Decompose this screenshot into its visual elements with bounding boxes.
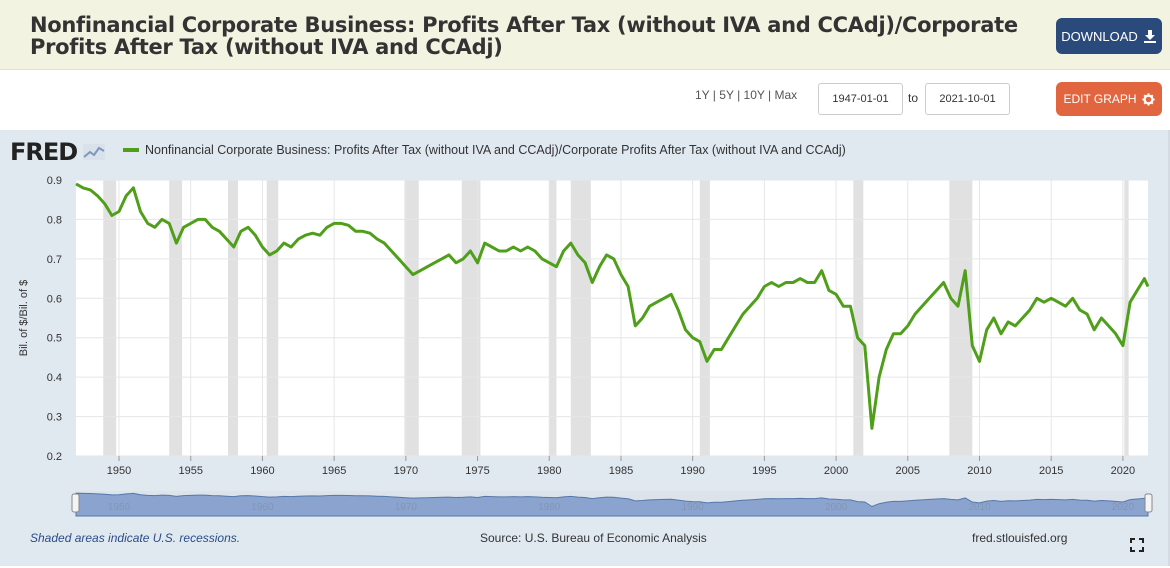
fred-logo: FRED [10, 138, 106, 166]
recession-band [266, 180, 279, 456]
download-button[interactable]: DOWNLOAD [1056, 18, 1162, 54]
range-slider-tick-label: 1950 [108, 502, 131, 513]
site-link[interactable]: fred.stlouisfed.org [972, 531, 1068, 545]
legend: Nonfinancial Corporate Business: Profits… [123, 143, 846, 157]
source-text: Source: U.S. Bureau of Economic Analysis [480, 531, 707, 545]
legend-label: Nonfinancial Corporate Business: Profits… [145, 143, 846, 157]
x-tick-label: 1970 [394, 465, 418, 477]
y-tick-label: 0.6 [47, 293, 62, 305]
fred-logo-text: FRED [10, 138, 78, 166]
recession-band [570, 180, 591, 456]
range-slider-ticks: 1950 1960 1970 1980 1990 2000 2010 2020 [108, 502, 1135, 513]
series-line [75, 182, 1150, 430]
x-tick-label: 1995 [752, 465, 776, 477]
edit-graph-label: EDIT GRAPH [1063, 92, 1137, 106]
to-label: to [908, 91, 919, 105]
range-slider-tick-label: 2020 [1112, 502, 1135, 513]
range-slider-left-handle[interactable] [71, 493, 80, 513]
x-tick-label: 1985 [609, 465, 633, 477]
start-date-input[interactable]: 1947-01-01 [818, 83, 903, 115]
range-slider-tick-label: 2000 [825, 502, 848, 513]
x-tick-label: 1950 [107, 465, 131, 477]
range-max[interactable]: Max [774, 88, 798, 102]
chart-mark-icon [82, 144, 105, 160]
y-tick-label: 0.5 [47, 333, 62, 345]
recession-band [699, 180, 710, 456]
x-tick-label: 1990 [680, 465, 704, 477]
y-tick-label: 0.9 [47, 175, 62, 187]
y-tick-label: 0.8 [47, 214, 62, 226]
recession-note: Shaded areas indicate U.S. recessions. [30, 531, 241, 545]
range-slider-tick-label: 1990 [682, 502, 705, 513]
x-tick-label: 1955 [178, 465, 202, 477]
y-tick-label: 0.4 [47, 372, 62, 384]
x-tick-label: 1980 [537, 465, 561, 477]
x-tick-label: 2020 [1111, 465, 1135, 477]
y-axis-ticks: 0.9 0.8 0.7 0.6 0.5 0.4 0.3 0.2 [47, 175, 62, 463]
gridlines [76, 179, 1148, 457]
range-slider-right-handle[interactable] [1144, 493, 1153, 513]
x-axis-ticks: 1950 1955 1960 1965 1970 1975 1980 1985 1990 1995… [107, 456, 1135, 477]
recession-band [853, 180, 864, 456]
range-5y[interactable]: 5Y [719, 88, 734, 102]
end-date-input[interactable]: 2021-10-01 [925, 83, 1010, 115]
range-slider-preview [75, 492, 1149, 517]
download-label: DOWNLOAD [1061, 28, 1138, 44]
y-tick-label: 0.7 [47, 254, 62, 266]
x-tick-label: 1960 [250, 465, 274, 477]
x-tick-label: 2015 [1039, 465, 1063, 477]
range-links: 1Y | 5Y | 10Y | Max [695, 88, 798, 102]
graph-controls: 1Y | 5Y | 10Y | Max 1947-01-01 to 2021-1… [0, 70, 1170, 130]
recession-band [228, 180, 239, 456]
range-10y[interactable]: 10Y [743, 88, 765, 102]
range-slider-tick-label: 1970 [395, 502, 418, 513]
recession-band [461, 180, 481, 456]
download-icon [1143, 30, 1156, 43]
x-tick-label: 2000 [824, 465, 848, 477]
x-tick-label: 1975 [465, 465, 489, 477]
recession-band [549, 180, 557, 456]
gear-icon [1142, 92, 1155, 106]
x-tick-label: 1965 [322, 465, 346, 477]
title-bar: Nonfinancial Corporate Business: Profits… [0, 0, 1170, 70]
range-1y[interactable]: 1Y [695, 88, 710, 102]
recession-band [103, 180, 117, 456]
range-slider-tick-label: 2010 [968, 502, 991, 513]
y-tick-label: 0.3 [47, 412, 62, 424]
x-tick-label: 2005 [896, 465, 920, 477]
y-tick-label: 0.2 [47, 451, 62, 463]
range-slider-tick-label: 1960 [251, 502, 274, 513]
legend-swatch [123, 148, 139, 152]
page-title: Nonfinancial Corporate Business: Profits… [30, 13, 1018, 59]
fullscreen-icon[interactable] [1130, 538, 1144, 552]
edit-graph-button[interactable]: EDIT GRAPH [1056, 82, 1162, 116]
x-tick-label: 2010 [967, 465, 991, 477]
range-slider-tick-label: 1980 [538, 502, 561, 513]
recession-band [949, 180, 973, 456]
recession-band [404, 180, 419, 456]
recession-band [169, 180, 183, 456]
y-axis-label: Bil. of $/Bil. of $ [18, 280, 30, 356]
